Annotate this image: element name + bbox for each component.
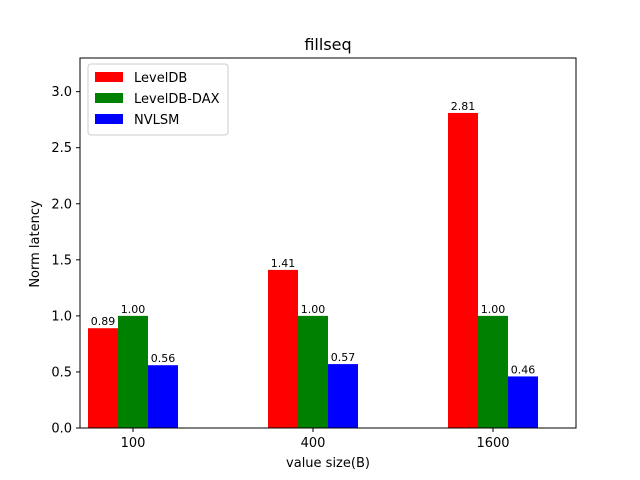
legend-swatch-leveldb — [95, 72, 123, 82]
y-tick-label: 0.0 — [51, 422, 72, 437]
bar-leveldb-dax-1600 — [478, 315, 508, 428]
bar-nvlsm-400 — [328, 364, 358, 428]
bar-value-label: 2.81 — [451, 100, 476, 113]
x-tick-label: 100 — [121, 436, 146, 451]
bar-value-label: 1.00 — [301, 303, 326, 316]
y-tick-label: 3.0 — [51, 85, 72, 100]
y-axis-title: Norm latency — [28, 200, 43, 288]
y-tick-label: 0.5 — [51, 365, 72, 380]
legend-swatch-leveldb-dax — [95, 93, 123, 103]
bar-value-label: 1.00 — [481, 303, 506, 316]
chart-title: fillseq — [304, 35, 351, 54]
legend-label: LevelDB-DAX — [134, 92, 220, 107]
bar-value-label: 0.89 — [91, 315, 116, 328]
y-tick-label: 2.0 — [51, 197, 72, 212]
bar-value-label: 0.57 — [331, 351, 356, 364]
x-tick-label: 1600 — [476, 436, 509, 451]
bar-value-label: 1.00 — [121, 303, 146, 316]
bar-leveldb-400 — [268, 269, 298, 428]
bar-leveldb-dax-100 — [118, 315, 148, 428]
y-tick-label: 1.5 — [51, 253, 72, 268]
bar-leveldb-1600 — [448, 112, 478, 428]
x-axis-title: value size(B) — [286, 456, 370, 471]
plot-area: 0.89 1.41 2.81 1.00 1.00 1.00 0.56 0.57 0.46 0.0 0… — [51, 57, 577, 451]
legend-label: NVLSM — [134, 113, 179, 128]
bar-value-label: 1.41 — [271, 257, 296, 270]
x-tick-label: 400 — [301, 436, 326, 451]
bar-nvlsm-100 — [148, 365, 178, 428]
y-tick-label: 1.0 — [51, 309, 72, 324]
legend-label: LevelDB — [134, 71, 187, 86]
plot-frame — [79, 57, 577, 429]
y-tick-label: 2.5 — [51, 141, 72, 156]
bar-leveldb-100 — [88, 328, 118, 428]
bar-value-label: 0.56 — [151, 352, 176, 365]
bar-nvlsm-1600 — [508, 376, 538, 428]
bar-value-label: 0.46 — [511, 363, 536, 376]
legend-swatch-nvlsm — [95, 114, 123, 124]
bar-leveldb-dax-400 — [298, 315, 328, 428]
